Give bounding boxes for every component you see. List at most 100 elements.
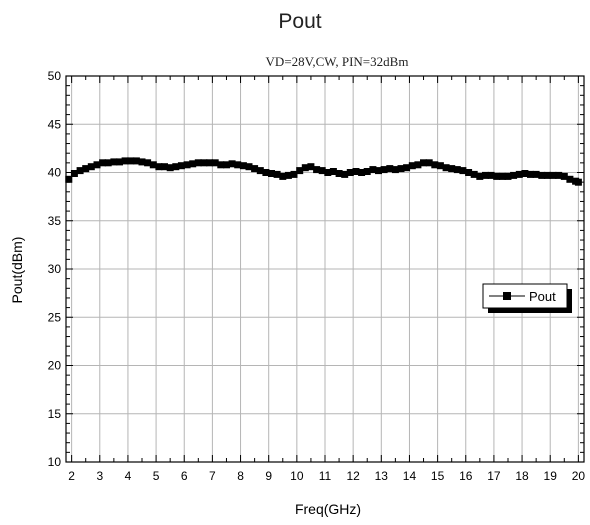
chart-subtitle: VD=28V,CW, PIN=32dBm <box>266 54 409 69</box>
data-point <box>442 164 450 172</box>
data-point <box>177 162 185 170</box>
data-point <box>510 171 518 179</box>
data-point <box>239 162 247 170</box>
x-tick-label: 12 <box>346 469 360 483</box>
data-point <box>566 175 574 183</box>
data-point <box>543 171 551 179</box>
data-point <box>335 170 343 177</box>
y-tick-label: 20 <box>48 359 62 373</box>
data-point <box>217 161 225 169</box>
data-point <box>375 167 382 175</box>
legend: Pout <box>482 283 572 313</box>
data-point <box>132 157 140 165</box>
data-point <box>397 165 405 173</box>
y-tick-label: 45 <box>48 117 62 131</box>
y-tick-label: 35 <box>48 214 62 228</box>
x-tick-label: 16 <box>459 469 473 483</box>
y-tick-label: 15 <box>48 407 62 421</box>
x-tick-label: 3 <box>96 469 103 483</box>
data-point <box>549 171 557 179</box>
data-point <box>476 172 484 180</box>
data-point <box>521 170 529 177</box>
data-point <box>93 161 101 169</box>
data-point <box>82 165 90 173</box>
data-point <box>408 162 416 170</box>
x-tick-label: 20 <box>572 469 586 483</box>
data-point <box>358 169 366 176</box>
chart-title: Pout <box>278 10 321 33</box>
data-point <box>279 172 287 180</box>
data-point <box>324 169 332 176</box>
y-tick-label: 10 <box>48 455 62 469</box>
x-tick-label: 18 <box>515 469 529 483</box>
y-tick-label: 40 <box>48 166 62 180</box>
data-point <box>200 159 208 167</box>
data-point <box>307 163 315 171</box>
data-point <box>574 178 582 186</box>
data-point <box>453 166 461 174</box>
data-point <box>470 170 478 178</box>
data-point <box>76 167 84 175</box>
data-point <box>104 159 112 167</box>
data-point <box>116 158 123 166</box>
data-point <box>515 170 523 178</box>
y-tick-label: 50 <box>48 69 62 83</box>
data-point <box>352 168 360 175</box>
x-tick-label: 19 <box>544 469 558 483</box>
data-point <box>234 161 242 169</box>
data-point <box>487 171 495 179</box>
x-axis-label: Freq(GHz) <box>295 501 361 517</box>
data-point <box>284 171 292 179</box>
grid <box>66 75 584 463</box>
data-point <box>482 171 489 179</box>
x-tick-label: 5 <box>153 469 160 483</box>
data-point <box>155 163 163 171</box>
data-point <box>532 170 540 178</box>
data-point <box>560 172 568 180</box>
x-tick-label: 7 <box>209 469 216 483</box>
data-point <box>391 166 399 174</box>
data-point <box>228 160 236 168</box>
x-tick-label: 4 <box>125 469 132 483</box>
data-point <box>386 165 394 173</box>
data-point <box>251 165 259 173</box>
legend-label: Pout <box>529 289 556 304</box>
data-point <box>149 161 157 169</box>
x-tick-label: 6 <box>181 469 188 483</box>
data-point <box>138 158 146 166</box>
data-point <box>448 165 456 173</box>
y-tick-label: 25 <box>48 310 62 324</box>
data-point <box>256 167 264 175</box>
data-point <box>538 171 546 179</box>
data-point <box>121 157 129 165</box>
x-tick-labels: 2 3 4 5 6 7 8 9 10 11 12 13 14 15 16 17 18 19 20 <box>68 469 585 483</box>
data-point <box>223 161 230 169</box>
x-tick-label: 9 <box>265 469 272 483</box>
x-tick-label: 14 <box>403 469 417 483</box>
data-point <box>194 159 202 167</box>
data-point <box>369 166 377 174</box>
data-point <box>425 159 433 167</box>
data-point <box>341 170 349 178</box>
data-point <box>459 167 467 175</box>
data-point <box>403 164 411 172</box>
x-tick-label: 13 <box>375 469 389 483</box>
data-point <box>245 163 253 171</box>
data-point <box>318 167 326 175</box>
data-point <box>555 171 563 179</box>
data-point <box>189 160 197 168</box>
data-point <box>262 169 270 176</box>
data-point <box>313 166 321 174</box>
data-point <box>206 159 214 167</box>
data-point <box>431 161 439 169</box>
data-point <box>70 170 78 177</box>
data-point <box>504 172 512 180</box>
x-tick-label: 8 <box>237 469 244 483</box>
data-point <box>183 161 191 169</box>
x-tick-label: 15 <box>431 469 445 483</box>
data-point <box>493 172 501 180</box>
data-point <box>211 159 219 167</box>
y-axis-label: Pout(dBm) <box>9 237 25 304</box>
data-point <box>172 163 180 171</box>
